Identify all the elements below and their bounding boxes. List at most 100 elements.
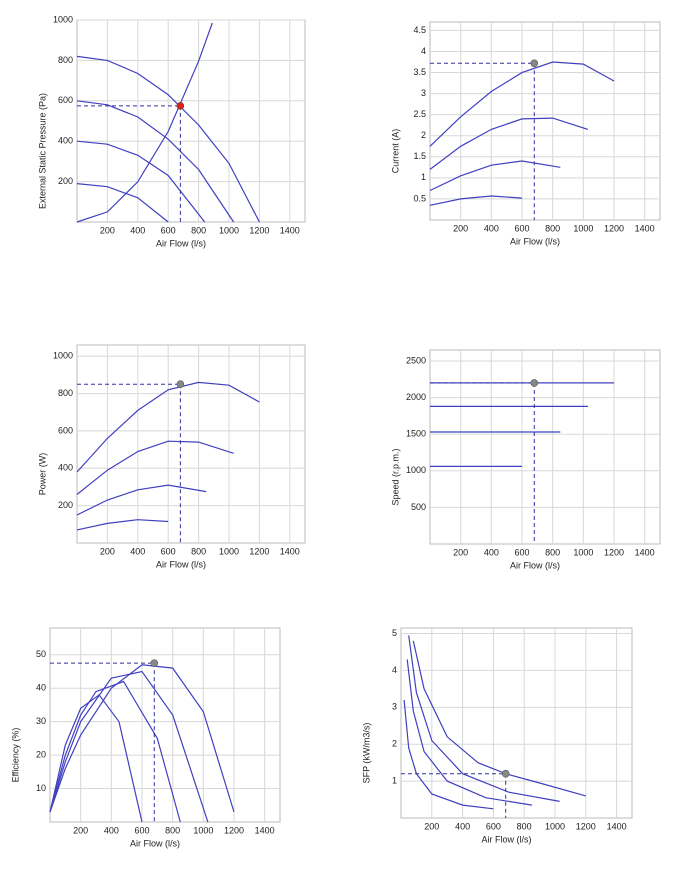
x-tick-label: 400 — [484, 223, 499, 233]
curve — [76, 381, 260, 473]
y-tick-label: 3.5 — [413, 67, 426, 77]
curve — [76, 100, 235, 223]
x-tick-label: 1000 — [219, 546, 239, 556]
y-tick-label: 800 — [58, 388, 73, 398]
y-tick-label: 2500 — [406, 355, 426, 365]
plot-area — [429, 21, 661, 221]
curve — [429, 61, 615, 147]
y-tick-label: 50 — [36, 649, 46, 659]
curve — [76, 484, 207, 516]
x-tick-label: 1200 — [604, 223, 624, 233]
operating-point — [176, 102, 185, 110]
x-tick-label: 800 — [517, 821, 532, 831]
x-tick-label: 400 — [130, 225, 145, 235]
x-tick-label: 400 — [130, 546, 145, 556]
x-tick-label: 200 — [100, 546, 115, 556]
x-tick-label: 200 — [424, 821, 439, 831]
x-tick-label: 1000 — [573, 547, 593, 557]
plot-area — [76, 19, 306, 223]
curve — [429, 117, 589, 170]
x-axis-title: Air Flow (l/s) — [510, 560, 560, 570]
x-tick-label: 1200 — [224, 825, 244, 835]
x-tick-label: 200 — [100, 225, 115, 235]
operating-point — [530, 379, 539, 387]
x-tick-label: 1400 — [607, 821, 627, 831]
y-tick-label: 2000 — [406, 392, 426, 402]
y-axis-title: Efficiency (%) — [10, 728, 20, 783]
y-axis-title: Power (W) — [37, 453, 47, 496]
curve — [412, 640, 586, 797]
curve — [76, 519, 169, 531]
y-tick-label: 1000 — [53, 351, 73, 361]
x-tick-label: 600 — [514, 547, 529, 557]
x-tick-label: 400 — [104, 825, 119, 835]
curve — [76, 22, 213, 223]
y-axis-title: External Static Pressure (Pa) — [37, 93, 47, 209]
y-tick-label: 2.5 — [413, 109, 426, 119]
x-tick-label: 800 — [545, 547, 560, 557]
y-tick-label: 30 — [36, 716, 46, 726]
curve — [406, 659, 532, 806]
x-tick-label: 600 — [134, 825, 149, 835]
y-tick-label: 4 — [392, 665, 397, 675]
curve — [49, 664, 235, 813]
y-axis-title: Current (A) — [390, 129, 400, 174]
x-tick-label: 1200 — [576, 821, 596, 831]
y-tick-label: 3 — [421, 88, 426, 98]
y-tick-label: 4.5 — [413, 25, 426, 35]
x-tick-label: 1200 — [249, 225, 269, 235]
x-tick-label: 600 — [161, 225, 176, 235]
curve — [49, 694, 143, 823]
y-tick-label: 200 — [58, 176, 73, 186]
y-tick-label: 400 — [58, 463, 73, 473]
x-tick-label: 600 — [486, 821, 501, 831]
x-tick-label: 800 — [545, 223, 560, 233]
x-tick-label: 400 — [484, 547, 499, 557]
y-tick-label: 1.5 — [413, 151, 426, 161]
y-tick-label: 4 — [421, 46, 426, 56]
x-tick-label: 1000 — [219, 225, 239, 235]
curve — [403, 699, 494, 810]
x-tick-label: 400 — [455, 821, 470, 831]
curve — [49, 680, 181, 823]
x-axis-title: Air Flow (l/s) — [482, 834, 532, 844]
y-tick-label: 600 — [58, 95, 73, 105]
y-axis-title: Speed (r.p.m.) — [390, 448, 400, 505]
curve — [76, 183, 169, 223]
curve — [76, 55, 260, 223]
y-tick-label: 1 — [421, 172, 426, 182]
y-tick-label: 200 — [58, 500, 73, 510]
y-tick-label: 1 — [392, 775, 397, 785]
x-tick-label: 1200 — [249, 546, 269, 556]
x-tick-label: 200 — [73, 825, 88, 835]
operating-point — [530, 59, 539, 68]
x-tick-label: 800 — [191, 225, 206, 235]
x-axis-title: Air Flow (l/s) — [510, 236, 560, 246]
plot-area — [429, 349, 661, 545]
operating-point — [501, 769, 510, 778]
curve — [408, 635, 560, 802]
y-tick-label: 40 — [36, 683, 46, 693]
y-tick-label: 600 — [58, 425, 73, 435]
x-tick-label: 600 — [514, 223, 529, 233]
y-axis-title: SFP (kW/m3/s) — [361, 723, 371, 784]
y-tick-label: 1000 — [53, 14, 73, 24]
y-tick-label: 20 — [36, 749, 46, 759]
x-tick-label: 1400 — [280, 225, 300, 235]
operating-point — [176, 380, 185, 389]
y-tick-label: 1500 — [406, 429, 426, 439]
y-tick-label: 10 — [36, 783, 46, 793]
y-tick-label: 2 — [421, 130, 426, 140]
curve — [429, 195, 523, 206]
operating-point — [150, 659, 159, 667]
x-tick-label: 1400 — [635, 223, 655, 233]
y-tick-label: 400 — [58, 136, 73, 146]
x-tick-label: 1400 — [635, 547, 655, 557]
y-tick-label: 0.5 — [413, 193, 426, 203]
plot-area — [76, 344, 306, 544]
y-tick-label: 2 — [392, 739, 397, 749]
curve — [76, 440, 234, 495]
x-tick-label: 200 — [453, 547, 468, 557]
plot-area — [400, 627, 633, 819]
